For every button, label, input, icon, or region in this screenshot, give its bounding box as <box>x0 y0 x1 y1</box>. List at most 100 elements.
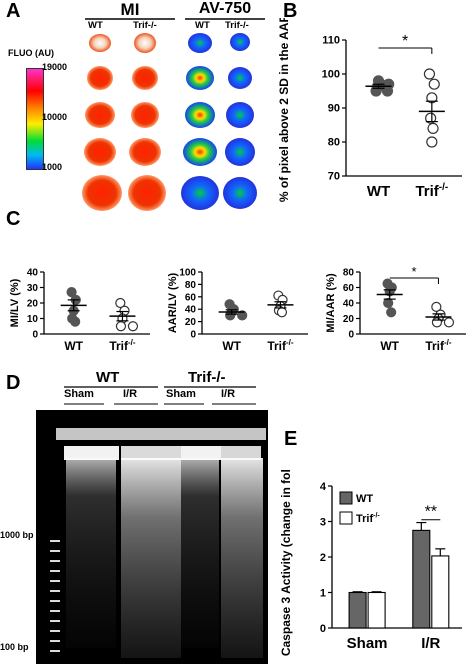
panel-a-header-lines <box>85 18 265 20</box>
y-tick-label: 0 <box>348 330 354 341</box>
a-sub-trif-1: Trif-/- <box>133 20 157 31</box>
y-tick-label: 70 <box>328 171 340 183</box>
panel-a-letter: A <box>6 0 21 22</box>
data-point <box>237 310 248 321</box>
data-point <box>431 317 443 328</box>
bar <box>431 555 450 629</box>
y-axis-title: % of pixel above 2 SD in the AAR <box>277 18 291 202</box>
data-point <box>386 307 397 318</box>
data-point <box>383 297 394 309</box>
y-tick-label: 10 <box>27 314 39 325</box>
y-tick-label: 2 <box>320 552 326 564</box>
significance-marker: * <box>412 264 417 279</box>
y-tick-label: 80 <box>328 137 340 149</box>
y-tick-label: 60 <box>185 292 197 303</box>
y-tick-label: 1 <box>320 588 326 600</box>
bar <box>348 591 367 629</box>
x-category-label: Trif-/- <box>267 338 294 353</box>
y-tick-label: 0 <box>190 330 196 341</box>
bar <box>367 591 386 629</box>
x-category-label: Sham <box>347 635 388 652</box>
d-lane-ir-trif: I/R <box>221 388 236 400</box>
x-category-label: Trif-/- <box>415 182 448 200</box>
x-category-label: Trif-/- <box>109 338 136 353</box>
heart-slices-image <box>82 33 257 211</box>
y-tick-label: 3 <box>320 517 326 529</box>
y-tick-label: 0 <box>320 623 326 635</box>
scale-tick-min: 1000 <box>42 162 63 172</box>
data-point <box>431 301 442 312</box>
x-category-label: WT <box>222 339 241 353</box>
av750-header: AV-750 <box>198 0 252 17</box>
chart-c1: 0 10 20 30 40 WT Trif-/- MI/LV (%) <box>9 268 150 353</box>
y-axis-title: MI/LV (%) <box>9 278 21 327</box>
data-point <box>426 136 438 148</box>
y-tick-label: 0 <box>32 330 38 341</box>
data-point <box>381 85 394 97</box>
ladder-label-1000: 1000 bp <box>0 530 34 540</box>
y-tick-label: 80 <box>185 280 197 291</box>
ladder-label-100: 100 bp <box>0 642 29 652</box>
chart-b: 70 80 90 100 110 WT Trif-/- % of pixel above 2 … <box>277 18 462 202</box>
data-point <box>127 321 139 332</box>
y-tick-label: 40 <box>343 299 355 310</box>
y-axis-title: AAR/LV (%) <box>167 273 179 334</box>
y-tick-label: 80 <box>343 268 355 279</box>
bar <box>412 529 431 629</box>
y-axis-title: MI/AAR (%) <box>325 273 337 333</box>
dna-gel-image <box>36 410 268 664</box>
panel-b-letter: B <box>283 0 298 22</box>
y-tick-label: 100 <box>322 69 340 81</box>
legend-label: Trif-/- <box>356 513 380 525</box>
y-tick-label: 60 <box>343 283 355 294</box>
x-category-label: WT <box>367 183 390 200</box>
d-group-trif: Trif-/- <box>188 369 226 386</box>
data-point <box>115 321 127 332</box>
a-sub-wt-1: WT <box>88 20 103 31</box>
a-sub-trif-2: Trif-/- <box>225 20 249 31</box>
y-axis-title: Caspase 3 Activity (change in fold) <box>279 470 293 656</box>
d-lane-sham-trif: Sham <box>166 388 196 400</box>
scale-tick-mid: 10000 <box>42 112 68 122</box>
data-point <box>425 112 437 124</box>
y-tick-label: 20 <box>27 299 39 310</box>
mi-header: MI <box>120 0 140 19</box>
legend-label: WT <box>356 493 373 505</box>
panel-e-letter: E <box>284 428 298 450</box>
y-tick-label: 40 <box>27 268 39 279</box>
data-point <box>276 307 288 318</box>
chart-c3: 0 20 40 60 80 WT Trif-/- MI/AAR (%) * <box>325 264 466 353</box>
data-point <box>427 122 439 135</box>
x-category-label: Trif-/- <box>425 338 452 353</box>
x-category-label: WT <box>64 339 83 353</box>
y-tick-label: 100 <box>179 268 196 279</box>
significance-marker: * <box>402 33 408 50</box>
chart-e: 0 1 2 3 4 Sham I/R WT Trif-/- ** Caspase 3 Activit… <box>279 470 462 656</box>
data-point <box>428 78 440 90</box>
data-point <box>423 68 436 80</box>
y-tick-label: 30 <box>27 283 39 294</box>
y-tick-label: 4 <box>320 481 327 493</box>
d-header-lines <box>64 386 256 405</box>
d-group-wt: WT <box>96 369 120 386</box>
data-point <box>225 310 236 321</box>
data-point <box>371 81 383 94</box>
y-tick-label: 20 <box>185 317 197 328</box>
significance-marker: ** <box>425 504 437 521</box>
y-tick-label: 110 <box>322 35 340 47</box>
legend-swatch <box>339 491 353 505</box>
scale-title: FLUO (AU) <box>8 48 54 58</box>
data-point <box>115 297 126 309</box>
y-tick-label: 90 <box>328 103 340 115</box>
y-tick-label: 40 <box>185 305 197 316</box>
d-lane-sham-wt: Sham <box>64 388 94 400</box>
panel-d-letter: D <box>6 372 21 394</box>
y-tick-label: 20 <box>343 314 355 325</box>
data-point <box>66 287 77 298</box>
x-category-label: I/R <box>421 635 440 652</box>
legend-swatch <box>339 511 353 525</box>
data-point <box>70 316 81 327</box>
x-category-label: WT <box>380 339 399 353</box>
panel-c-letter: C <box>6 208 21 230</box>
